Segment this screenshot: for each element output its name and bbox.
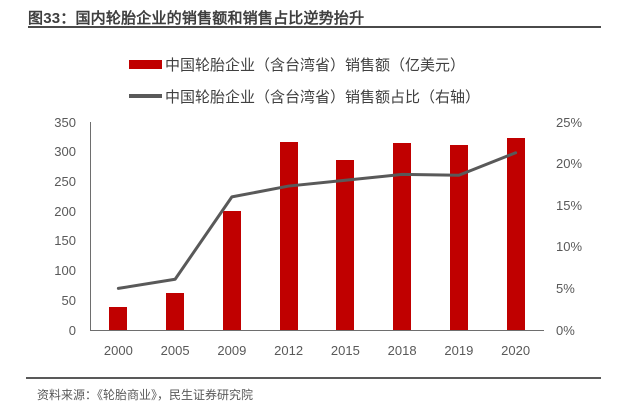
x-axis-label-2005: 2005 [160, 343, 190, 358]
right-axis-tick-label: 0% [556, 322, 575, 338]
chart-legend: 中国轮胎企业（含台湾省）销售额（亿美元） 中国轮胎企业（含台湾省）销售额占比（右… [129, 52, 480, 116]
legend-item-sales: 中国轮胎企业（含台湾省）销售额（亿美元） [129, 52, 480, 76]
legend-line-swatch-icon [129, 94, 162, 98]
left-axis-tick-label: 50 [61, 292, 76, 308]
left-axis-line [90, 122, 91, 331]
bottom-axis-line [90, 330, 544, 331]
bar-2012 [279, 142, 298, 330]
page-title: 图33：国内轮胎企业的销售额和销售占比逆势抬升 [28, 10, 365, 27]
left-axis-tick-label: 200 [54, 203, 76, 219]
bar-2015 [336, 160, 355, 330]
bar-2020 [506, 138, 525, 330]
x-axis-label-2012: 2012 [274, 343, 304, 358]
left-axis-tick-label: 250 [54, 173, 76, 189]
legend-item-share: 中国轮胎企业（含台湾省）销售额占比（右轴） [129, 84, 480, 108]
right-axis-tick-label: 25% [556, 114, 583, 130]
title-underline [28, 26, 601, 28]
x-axis-label-2015: 2015 [330, 343, 360, 358]
right-axis-tick-label: 10% [556, 239, 583, 255]
x-axis-label-2009: 2009 [217, 343, 247, 358]
x-axis-label-2000: 2000 [103, 343, 133, 358]
right-axis-tick-label: 5% [556, 280, 575, 296]
right-axis-tick-label: 20% [556, 156, 583, 172]
bar-2009 [222, 211, 241, 330]
left-axis-tick-label: 350 [54, 114, 76, 130]
x-axis-label-2018: 2018 [387, 343, 417, 358]
x-axis-label-2020: 2020 [501, 343, 531, 358]
bar-2019 [449, 145, 468, 330]
source-note: 资料来源：《轮胎商业》，民生证券研究院 [37, 388, 254, 402]
left-axis-tick-label: 100 [54, 263, 76, 279]
source-divider [26, 377, 601, 379]
legend-label-sales: 中国轮胎企业（含台湾省）销售额（亿美元） [165, 56, 466, 74]
legend-bar-swatch-icon [129, 59, 162, 69]
legend-label-share: 中国轮胎企业（含台湾省）销售额占比（右轴） [165, 88, 481, 106]
bar-2018 [393, 142, 412, 330]
left-axis-tick-label: 150 [54, 233, 76, 249]
left-axis-tick-label: 300 [54, 144, 76, 160]
bar-2005 [166, 293, 185, 330]
right-axis-tick-label: 15% [556, 197, 583, 213]
bar-2000 [109, 307, 128, 330]
x-axis-label-2019: 2019 [444, 343, 474, 358]
left-axis-tick-label: 0 [68, 322, 76, 338]
